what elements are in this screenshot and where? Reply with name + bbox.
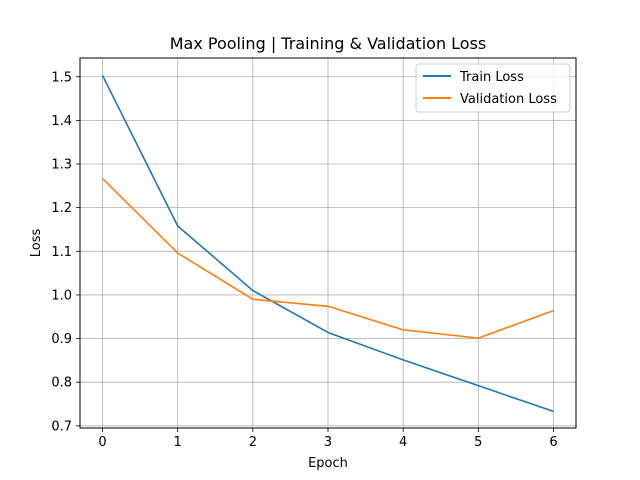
y-tick-label: 0.7: [51, 419, 72, 434]
y-tick-label: 1.4: [51, 114, 72, 129]
legend-box: [415, 63, 571, 113]
x-tick-label: 0: [98, 435, 106, 450]
grid: [80, 58, 576, 428]
legend: Train Loss Validation Loss: [415, 63, 571, 113]
legend-label-validation-loss: Validation Loss: [460, 92, 557, 107]
x-tick-label: 1: [174, 435, 182, 450]
x-tick-label: 5: [474, 435, 482, 450]
y-tick-label: 1.0: [51, 288, 72, 303]
y-tick-label: 1.1: [51, 245, 72, 260]
y-axis-title: Loss: [29, 229, 44, 258]
y-tick-label: 0.8: [51, 376, 72, 391]
x-tick-label: 4: [399, 435, 407, 450]
x-tick-label: 6: [549, 435, 557, 450]
x-axis-title: Epoch: [308, 456, 348, 471]
y-tick-label: 1.2: [51, 201, 72, 216]
series-line-train-loss: [101, 75, 554, 413]
axis-ticks: 0 1 2 3 4 5 6 0.7 0.8 0.9 1.0 1.1 1.2 1.3 1.4 1.5: [51, 70, 557, 450]
x-tick-label: 3: [324, 435, 332, 450]
chart-title: Max Pooling | Training & Validation Loss: [170, 34, 487, 53]
series-line-validation-loss: [101, 177, 554, 339]
legend-label-train-loss: Train Loss: [459, 70, 524, 85]
x-tick-label: 2: [249, 435, 257, 450]
y-tick-label: 1.3: [51, 158, 72, 173]
y-tick-label: 0.9: [51, 332, 72, 347]
series-lines: [101, 75, 554, 413]
y-tick-label: 1.5: [51, 70, 72, 85]
